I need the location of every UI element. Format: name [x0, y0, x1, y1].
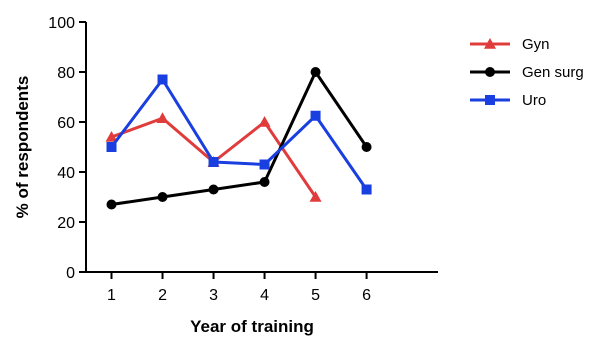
legend-item-gen-surg: Gen surg [470, 64, 584, 81]
data-point-gyn [105, 131, 118, 142]
data-point-gyn [309, 191, 322, 202]
x-tick-label: 2 [158, 287, 167, 304]
data-point-gyn [156, 112, 169, 124]
series-gen-surg [106, 67, 372, 210]
data-point-gen-surg [361, 142, 372, 152]
x-axis-title: Year of training [190, 317, 314, 336]
data-point-uro [310, 110, 321, 121]
legend-marker [485, 95, 495, 105]
data-point-gyn [258, 116, 271, 127]
data-point-uro [361, 184, 372, 195]
y-axis-ticks: 0 20 40 60 80 100 [48, 15, 86, 282]
legend-item-uro: Uro [470, 92, 546, 109]
legend-label: Gyn [522, 36, 550, 53]
series-uro [106, 74, 372, 195]
data-point-uro [208, 157, 219, 167]
legend-label: Uro [522, 92, 546, 109]
data-point-gen-surg [106, 199, 117, 210]
x-tick-label: 4 [260, 287, 269, 304]
data-point-uro [106, 142, 117, 152]
y-tick-label: 60 [57, 115, 75, 132]
series-line-uro [110, 78, 368, 191]
y-tick-label: 100 [48, 15, 75, 32]
x-axis-ticks: 1 2 3 4 5 6 [107, 272, 371, 304]
y-tick-label: 0 [66, 265, 75, 282]
legend-marker [484, 38, 496, 49]
legend: Gyn Gen surg Uro [470, 36, 584, 109]
data-point-uro [157, 74, 168, 85]
x-tick-label: 1 [107, 287, 116, 304]
data-point-uro [259, 159, 270, 170]
series-layer [105, 67, 372, 210]
data-point-gen-surg [259, 177, 270, 187]
legend-item-gyn: Gyn [470, 36, 550, 53]
legend-marker [485, 67, 495, 77]
y-tick-label: 80 [57, 65, 75, 82]
x-tick-label: 3 [209, 287, 218, 304]
x-tick-label: 5 [311, 287, 320, 304]
y-axis-title: % of respondents [13, 76, 32, 219]
axes [85, 22, 438, 273]
y-tick-label: 40 [57, 165, 75, 182]
data-point-gen-surg [157, 192, 168, 202]
data-point-gen-surg [310, 67, 321, 77]
legend-label: Gen surg [522, 64, 584, 81]
data-point-gen-surg [208, 184, 219, 195]
series-line-gen-surg [111, 70, 368, 206]
x-tick-label: 6 [362, 287, 371, 304]
y-tick-label: 20 [57, 215, 75, 232]
